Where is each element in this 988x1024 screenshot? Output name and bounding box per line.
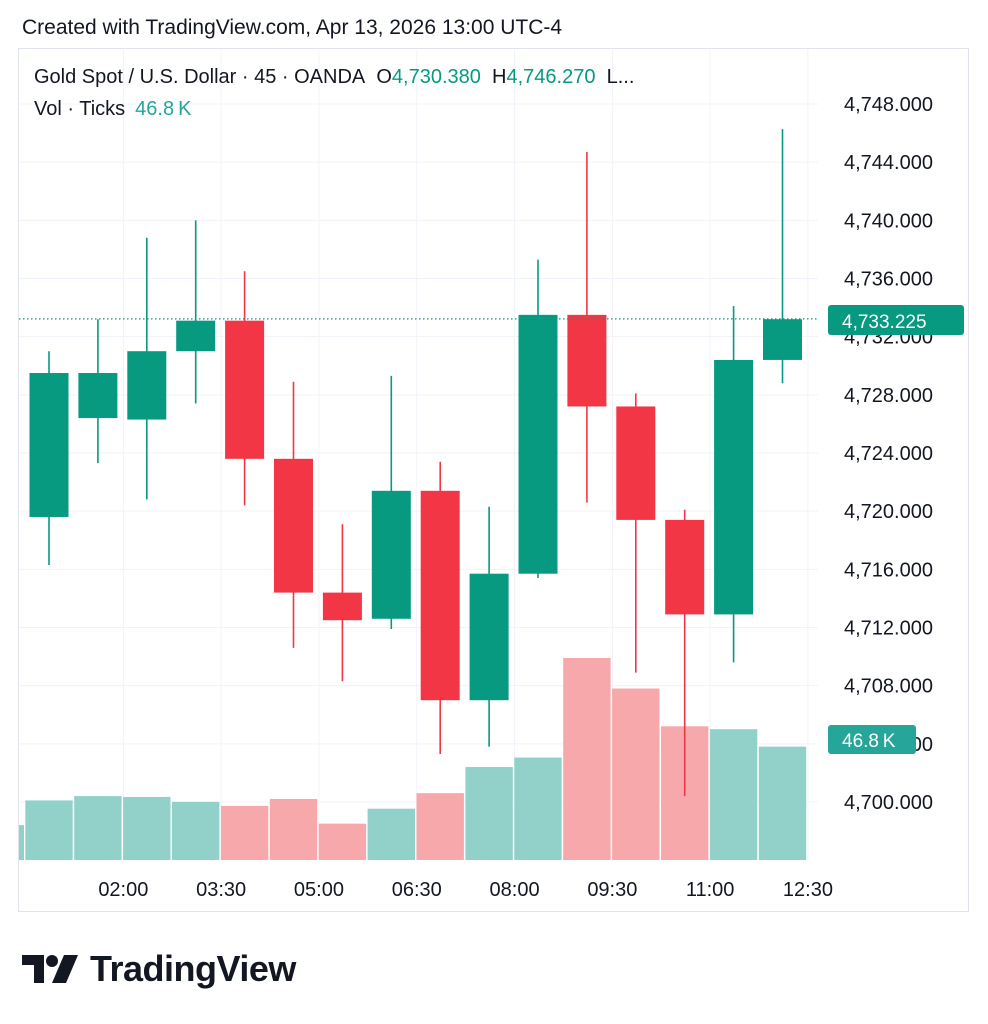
x-tick-label: 12:30: [783, 879, 833, 901]
high-value: 4,746.270: [506, 66, 596, 88]
x-tick-label: 08:00: [490, 879, 540, 901]
open-value: 4,730.380: [391, 66, 481, 88]
candle: [469, 506, 509, 747]
open-label: O: [376, 66, 392, 88]
candle-body: [665, 519, 705, 615]
volume-bar: [25, 800, 73, 860]
volume-bars: [19, 658, 807, 860]
volume-bar: [514, 757, 562, 860]
volume-value: 46.8 K: [135, 98, 192, 120]
y-tick-label: 4,708.000: [844, 676, 933, 698]
candle-body: [371, 490, 411, 619]
chart-frame: [18, 48, 969, 912]
volume-bar: [74, 796, 122, 860]
tradingview-logo-icon: [22, 955, 78, 983]
candle-body: [567, 314, 607, 407]
tradingview-logo[interactable]: TradingView: [22, 948, 296, 990]
y-tick-label: 4,716.000: [844, 559, 933, 581]
candle-body: [420, 490, 460, 701]
candle: [665, 509, 705, 797]
candle-body: [322, 592, 362, 621]
volume-bar: [563, 658, 611, 860]
tradingview-logo-text: TradingView: [90, 948, 296, 989]
candle: [420, 461, 460, 755]
y-tick-label: 4,700.000: [844, 792, 933, 814]
volume-bar: [318, 823, 367, 860]
x-tick-label: 09:30: [587, 879, 637, 901]
candle: [29, 351, 69, 565]
candle: [127, 237, 167, 500]
volume-bar: [709, 729, 758, 860]
volume-bar: [416, 793, 464, 860]
x-tick-label: 11:00: [686, 879, 735, 901]
candle-body: [78, 373, 118, 419]
volume-bar: [123, 796, 171, 860]
volume-bar: [367, 808, 415, 860]
created-with-text: Created with TradingView.com, Apr 13, 20…: [22, 16, 563, 39]
symbol-legend: Gold Spot / U.S. Dollar · 45 · OANDA O4,…: [34, 66, 634, 89]
volume-bar: [19, 825, 24, 860]
y-tick-label: 4,748.000: [844, 94, 933, 116]
volume-bar: [172, 801, 220, 860]
volume-bar: [220, 805, 269, 860]
y-tick-label: 4,728.000: [844, 385, 933, 407]
candle-body: [127, 351, 167, 420]
time-axis[interactable]: 02:00 03:30 05:00 06:30 08:00 09:30 11:00 12:30: [98, 879, 833, 901]
y-tick-label: 4,744.000: [844, 152, 933, 174]
candle-body: [469, 573, 509, 701]
price-axis[interactable]: 4,748.000 4,744.000 4,740.000 4,736.000 4,73…: [844, 94, 933, 814]
price-badge: 4,733.225: [828, 305, 964, 335]
high-label: H: [492, 66, 507, 88]
candle: [78, 319, 118, 464]
candle: [518, 259, 558, 579]
y-tick-label: 4,720.000: [844, 501, 933, 523]
volume-legend: Vol · Ticks 46.8 K: [34, 98, 191, 121]
volume-label[interactable]: Vol · Ticks: [34, 98, 126, 120]
x-tick-label: 02:00: [98, 879, 148, 901]
candle: [714, 306, 754, 663]
candle-body: [616, 406, 656, 520]
candle: [176, 220, 216, 404]
low-label: L...: [606, 66, 635, 88]
x-tick-label: 05:00: [294, 879, 344, 901]
symbol-name[interactable]: Gold Spot / U.S. Dollar · 45 · OANDA: [34, 66, 366, 88]
y-tick-label: 4,712.000: [844, 618, 933, 640]
volume-bar: [612, 688, 660, 860]
candle-body: [763, 319, 802, 360]
y-tick-label: 4,740.000: [844, 210, 933, 232]
candle: [274, 381, 313, 648]
y-tick-label: 4,736.000: [844, 269, 933, 291]
y-tick-label: 4,724.000: [844, 443, 933, 465]
candle: [616, 393, 656, 673]
volume-badge: 46.8 K: [828, 725, 916, 754]
candle: [322, 524, 362, 682]
candles: [29, 129, 802, 797]
candle-body: [518, 314, 558, 574]
volume-badge-text: 46.8 K: [842, 731, 896, 752]
candle-body: [29, 373, 69, 517]
volume-bar: [269, 798, 318, 860]
candle-body: [176, 320, 216, 352]
candle: [225, 271, 265, 506]
candle-body: [274, 458, 313, 593]
candle: [567, 151, 607, 503]
candle-body: [225, 320, 265, 459]
candle: [763, 129, 802, 384]
candle: [371, 375, 411, 629]
candle-body: [714, 359, 754, 615]
x-tick-label: 06:30: [392, 879, 442, 901]
price-badge-text: 4,733.225: [842, 312, 927, 333]
volume-bar: [758, 746, 807, 860]
x-tick-label: 03:30: [196, 879, 246, 901]
volume-bar: [465, 766, 513, 860]
